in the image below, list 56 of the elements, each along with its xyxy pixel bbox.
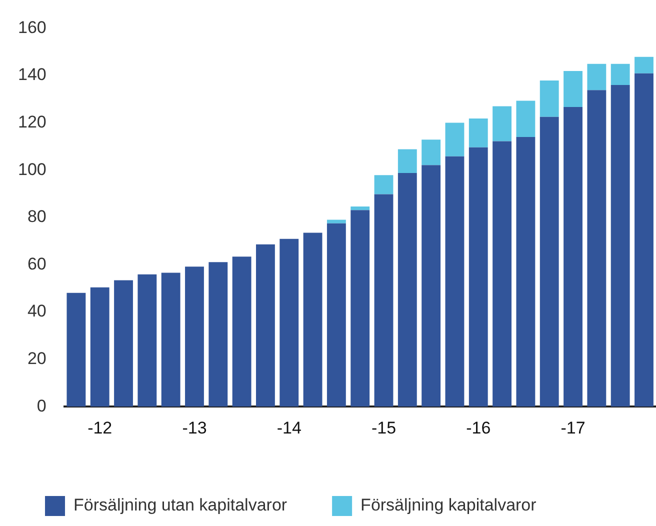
bar: [468, 118, 488, 148]
bar: [232, 256, 252, 407]
bar: [634, 73, 654, 407]
bar: [610, 64, 630, 85]
bar: [185, 266, 204, 407]
x-tick-label: -12: [88, 418, 112, 438]
bar: [634, 56, 654, 74]
y-tick-label: 160: [18, 18, 46, 37]
bar: [326, 223, 346, 407]
bar: [280, 238, 299, 407]
bar: [445, 156, 464, 407]
bar: [303, 232, 322, 407]
bar: [374, 175, 394, 194]
bar: [540, 80, 559, 117]
y-tick-label: 100: [18, 160, 46, 179]
x-tick-label: -16: [466, 418, 491, 438]
x-tick-label: -17: [560, 418, 586, 438]
bar: [90, 287, 110, 407]
bar: [398, 149, 417, 173]
bar: [66, 292, 86, 407]
bar: [516, 136, 536, 407]
bar: [564, 106, 582, 407]
bar: [564, 71, 582, 107]
bar: [138, 274, 157, 407]
bar: [516, 100, 536, 137]
bar: [587, 90, 606, 407]
bar: [208, 262, 228, 407]
bar: [492, 141, 512, 407]
x-tick-label: -14: [276, 418, 302, 438]
x-tick-label: -15: [371, 418, 396, 438]
bar: [161, 272, 180, 407]
bar: [422, 140, 441, 166]
y-tick-label: 120: [18, 112, 46, 132]
y-tick-label: 20: [27, 348, 46, 368]
bar: [610, 84, 630, 407]
bar: [114, 280, 133, 407]
bar: [445, 122, 464, 156]
y-tick-label: 80: [27, 207, 46, 226]
bar: [422, 165, 441, 407]
bar: [468, 147, 488, 407]
x-tick-label: -13: [182, 418, 207, 438]
legend-label: Försäljning kapitalvaror: [360, 496, 537, 515]
y-tick-label: 40: [27, 302, 46, 321]
bar: [398, 172, 417, 407]
y-tick-label: 140: [18, 65, 46, 84]
bar: [350, 210, 370, 407]
bar: [326, 220, 346, 224]
bar: [492, 106, 512, 142]
y-tick-label: 0: [36, 396, 46, 416]
legend-label: Försäljning utan kapitalvaror: [74, 496, 288, 515]
bar: [540, 116, 559, 407]
bar: [374, 194, 394, 407]
y-tick-label: 60: [27, 254, 46, 274]
bar: [587, 64, 606, 90]
bar: [256, 244, 275, 407]
bar: [350, 206, 370, 210]
